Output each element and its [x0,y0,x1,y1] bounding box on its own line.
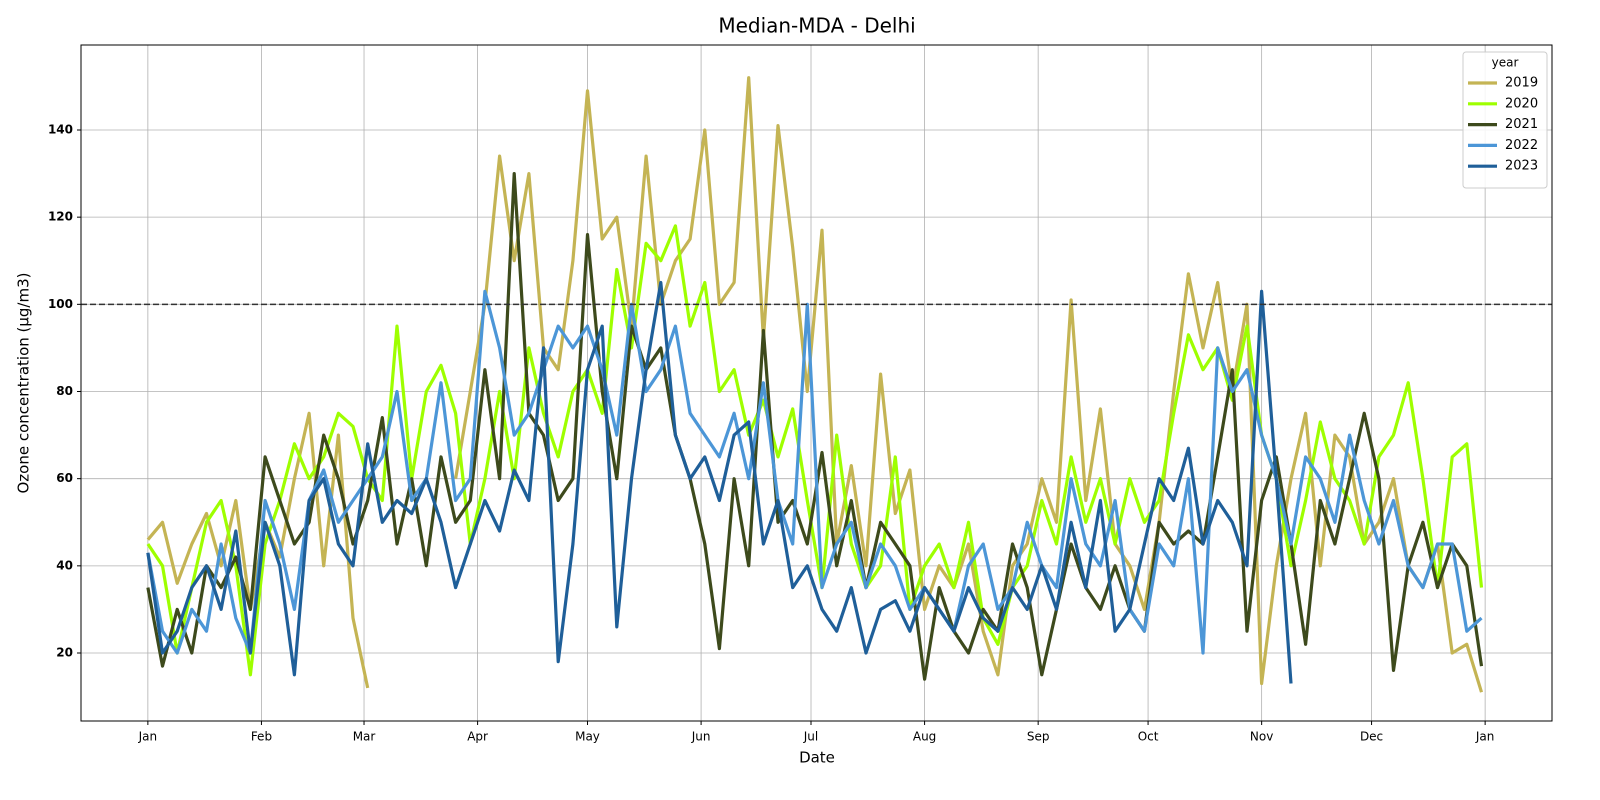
series-line [146,172,1484,681]
x-tick-label: Oct [1138,730,1159,744]
x-tick-label: Feb [251,730,272,744]
chart-title: Median-MDA - Delhi [718,14,915,38]
x-tick-label: May [575,730,600,744]
legend-label: 2021 [1505,117,1538,132]
x-tick-label: Jun [691,730,711,744]
x-tick-label: Jan [1475,730,1495,744]
x-tick-label: Sep [1027,730,1050,744]
legend-title: year [1492,56,1519,70]
legend-label: 2022 [1505,138,1538,153]
y-tick-label: 20 [56,646,73,660]
x-tick-label: Mar [353,730,376,744]
y-tick-label: 120 [48,210,73,224]
series-line [146,280,1293,684]
legend-label: 2019 [1505,76,1538,91]
legend-box [1462,51,1548,189]
x-tick-label: Aug [913,730,936,744]
y-tick-label: 100 [48,297,73,311]
x-tick-label: Nov [1250,730,1273,744]
y-tick-label: 40 [56,558,73,572]
x-axis-label: Date [799,749,835,767]
series-line [146,76,1484,693]
x-tick-label: Apr [467,730,488,744]
series-line [146,289,1483,655]
x-tick-label: Jul [803,730,818,744]
y-tick-label: 80 [56,384,73,398]
x-tick-label: Dec [1360,730,1383,744]
plot-frame [80,44,1553,722]
legend-label: 2020 [1505,96,1538,111]
y-axis-label: Ozone concentration (µg/m3) [15,273,33,494]
y-tick-label: 60 [56,471,73,485]
x-tick-label: Jan [138,730,158,744]
legend-label: 2023 [1505,159,1538,174]
y-tick-label: 140 [48,122,73,136]
